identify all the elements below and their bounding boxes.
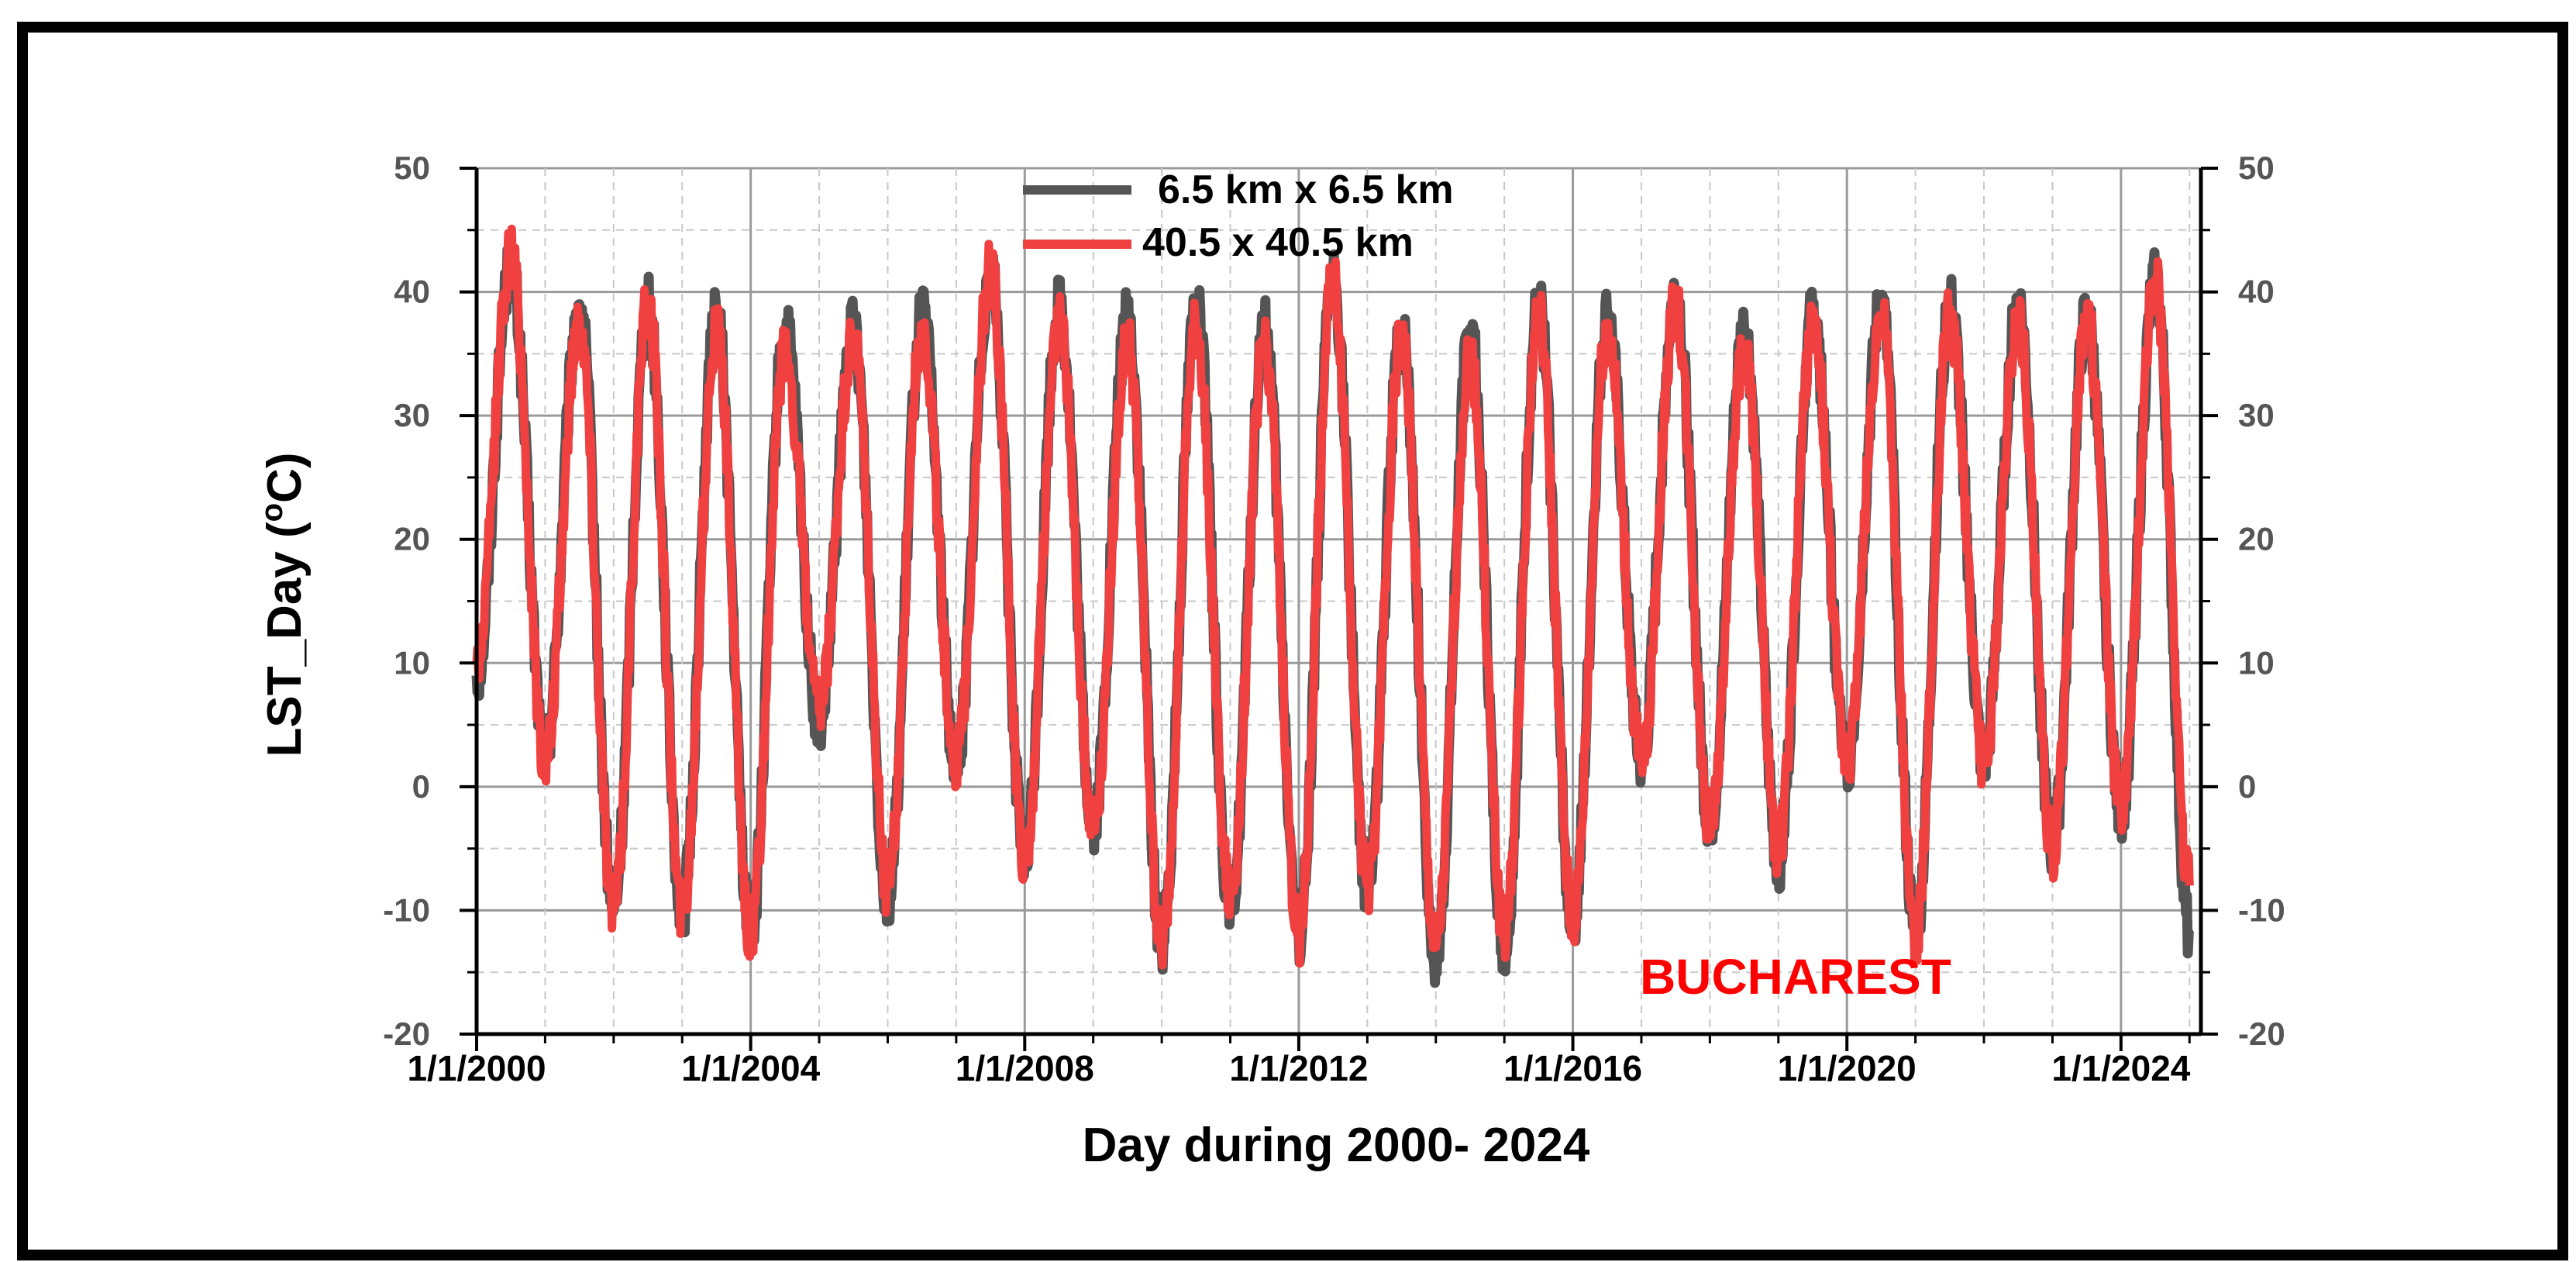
y-axis-title: LST_Day (oC) bbox=[255, 452, 312, 757]
y-tick-label-left: 40 bbox=[394, 274, 430, 310]
y-tick-label-right: -10 bbox=[2238, 891, 2285, 928]
x-tick-label: 1/1/2012 bbox=[1229, 1048, 1368, 1088]
y-tick-label-right: 50 bbox=[2238, 150, 2275, 186]
x-tick-label: 1/1/2000 bbox=[407, 1048, 546, 1088]
y-tick-label-left: -10 bbox=[383, 891, 430, 928]
y-tick-label-left: -20 bbox=[383, 1015, 430, 1052]
y-tick-label-right: -20 bbox=[2238, 1015, 2285, 1052]
legend: 6.5 km x 6.5 km 40.5 x 40.5 km bbox=[1023, 167, 1454, 265]
y-axis-title-degree: o bbox=[255, 503, 289, 522]
x-tick-label: 1/1/2016 bbox=[1503, 1048, 1642, 1088]
series-lines bbox=[471, 224, 2195, 988]
y-tick-label-left: 30 bbox=[394, 397, 430, 433]
y-axis-title-main: LST_Day ( bbox=[258, 522, 312, 757]
y-tick-label-right: 0 bbox=[2238, 768, 2256, 805]
x-tick-label: 1/1/2008 bbox=[956, 1048, 1094, 1088]
y-tick-label-left: 20 bbox=[394, 521, 430, 557]
x-axis-title: Day during 2000- 2024 bbox=[1083, 1119, 1590, 1172]
y-tick-label-left: 10 bbox=[394, 644, 430, 681]
y-tick-label-right: 40 bbox=[2238, 274, 2275, 310]
x-tick-label: 1/1/2020 bbox=[1778, 1048, 1917, 1088]
y-tick-label-left: 0 bbox=[412, 768, 430, 805]
y-tick-label-right: 20 bbox=[2238, 521, 2275, 557]
y-tick-label-right: 10 bbox=[2238, 644, 2275, 681]
legend-label-series-2: 40.5 x 40.5 km bbox=[1142, 220, 1414, 265]
x-tick-label: 1/1/2024 bbox=[2051, 1048, 2190, 1088]
ticks: 50403020100-10-2050403020100-10-201/1/20… bbox=[383, 150, 2285, 1088]
series-line-2 bbox=[472, 224, 2194, 970]
chart-frame bbox=[17, 22, 2568, 1260]
legend-label-series-1: 6.5 km x 6.5 km bbox=[1158, 167, 1454, 212]
city-annotation: BUCHAREST bbox=[1640, 949, 1951, 1005]
y-axis-title-unit: C) bbox=[258, 452, 312, 502]
y-tick-label-left: 50 bbox=[394, 150, 430, 186]
y-tick-label-right: 30 bbox=[2238, 397, 2275, 433]
x-tick-label: 1/1/2004 bbox=[681, 1048, 820, 1088]
